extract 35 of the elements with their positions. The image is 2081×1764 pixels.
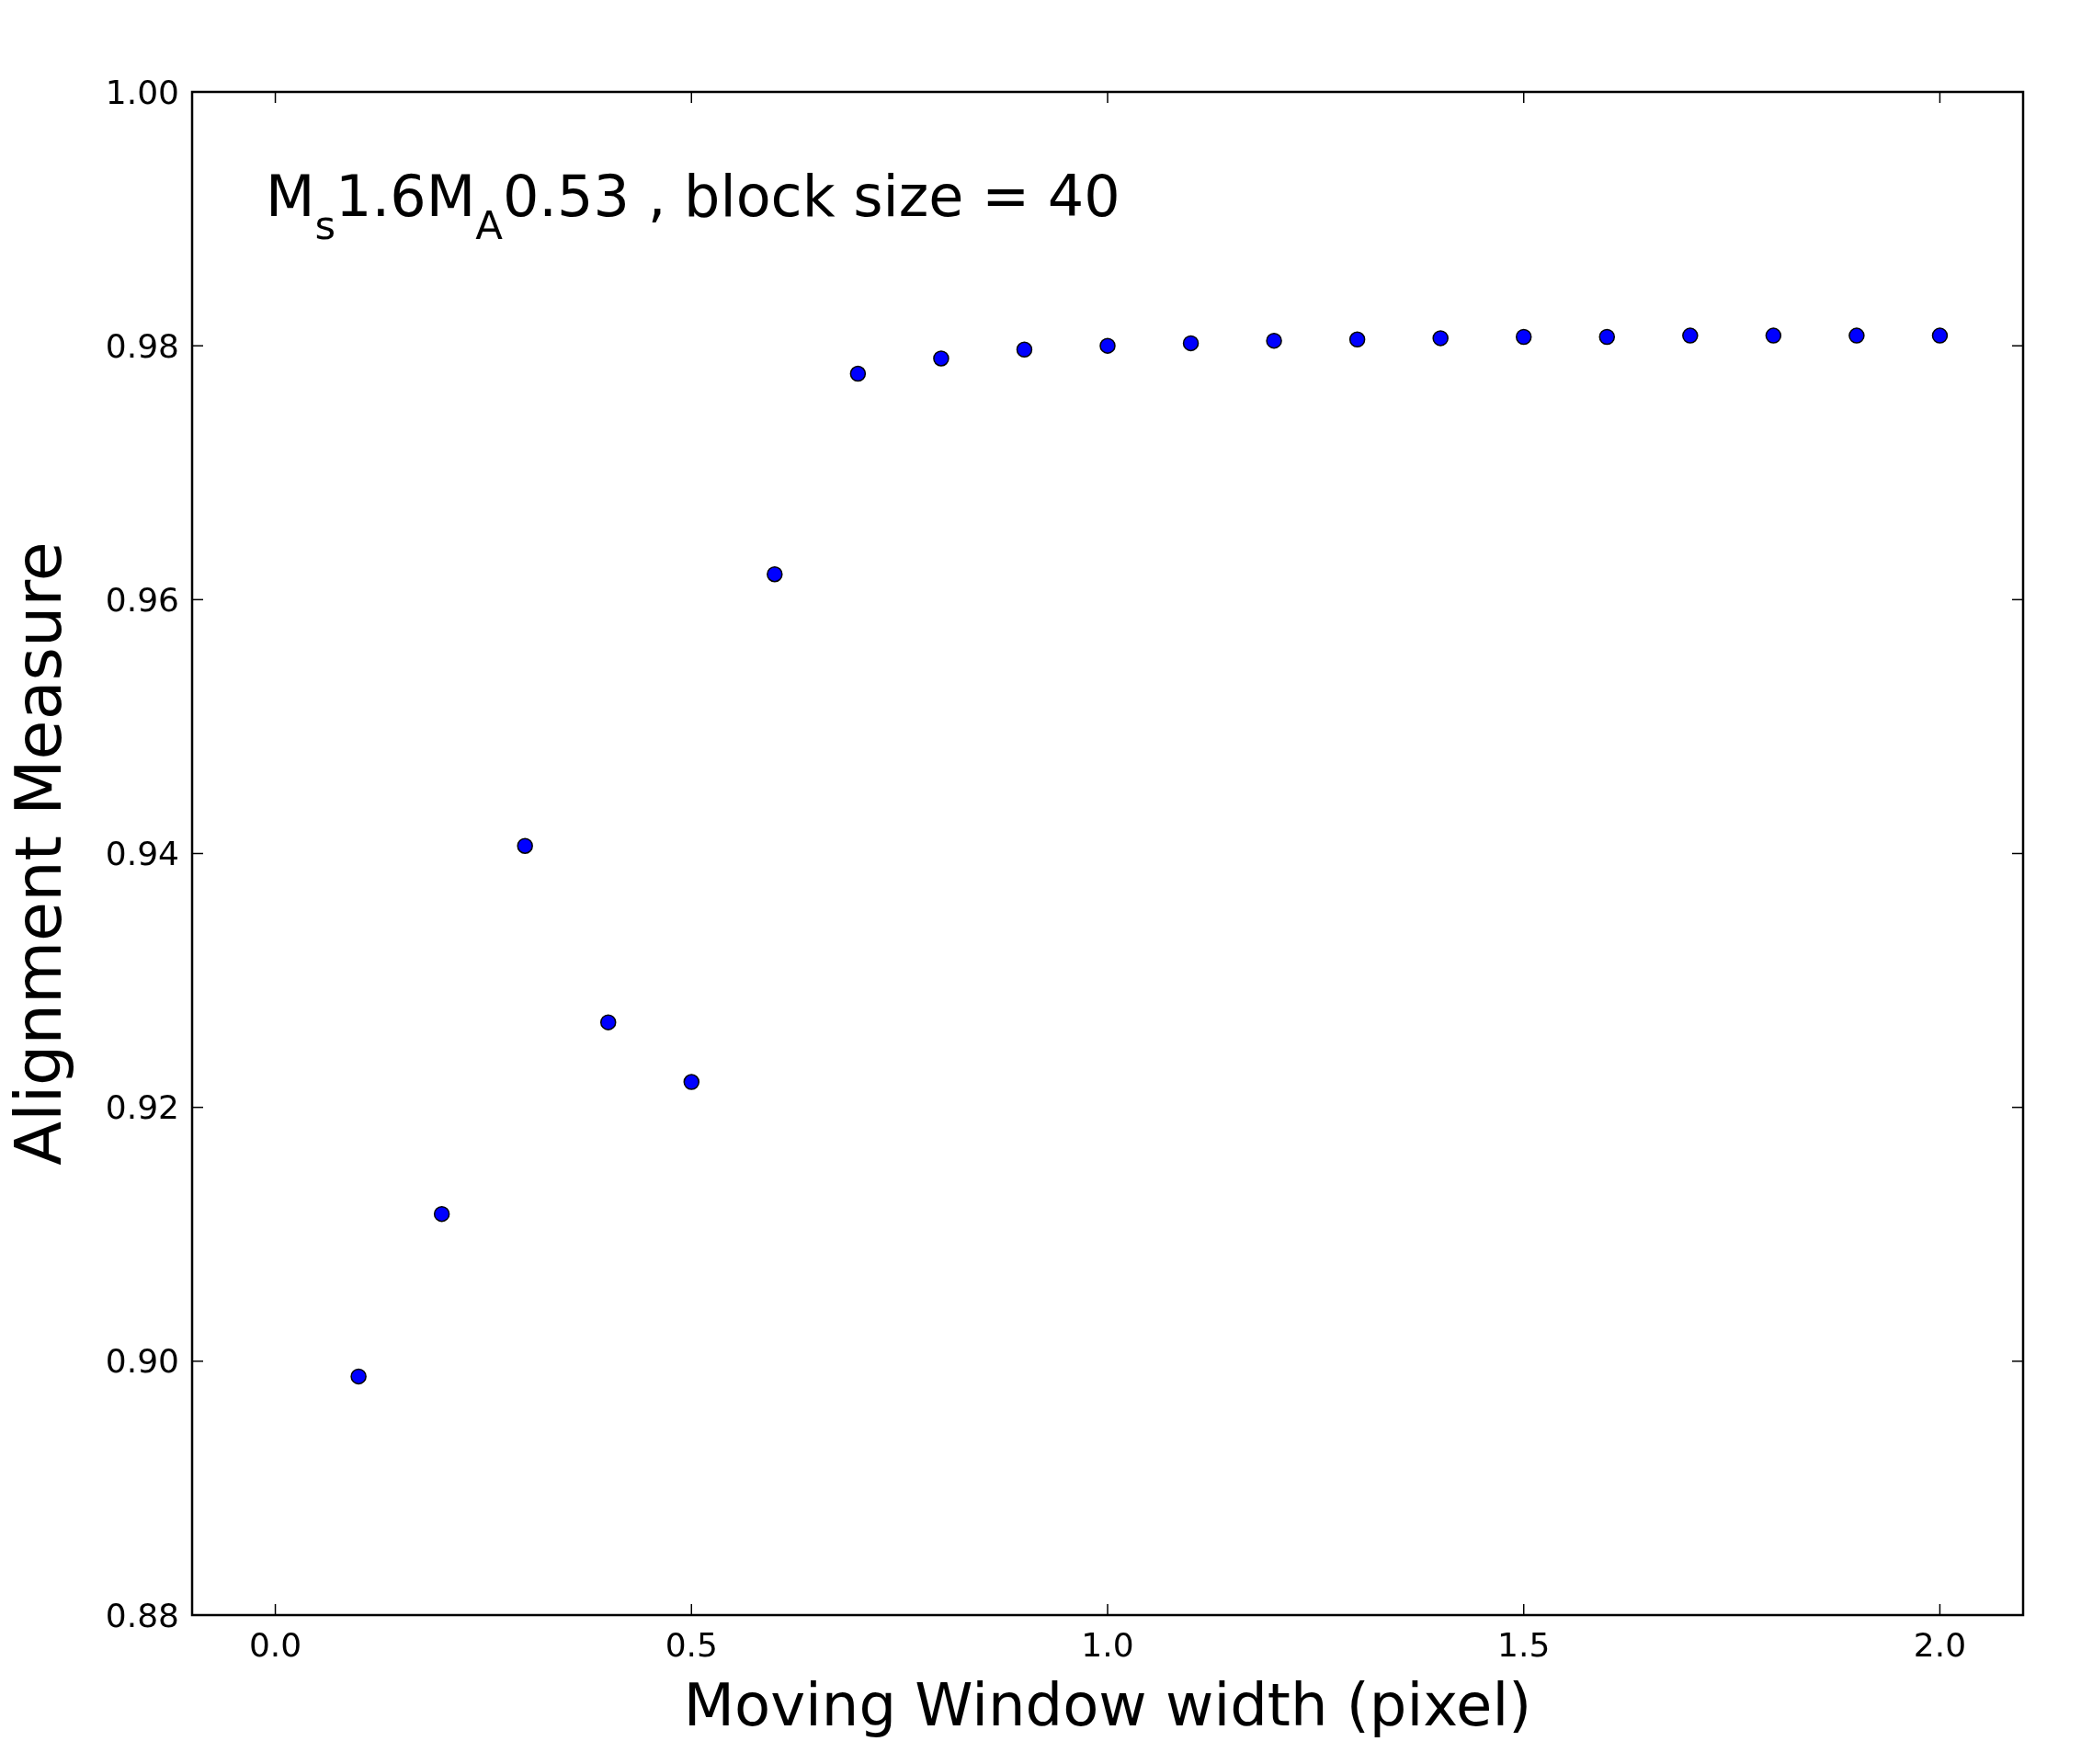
point — [683, 1074, 700, 1090]
point — [1348, 331, 1366, 348]
y-tick-label: 0.90 — [105, 1342, 179, 1381]
y-axis-title: Alignment Measure — [1, 541, 76, 1166]
annotation: M$_{s}$1.6M$_{A}$0.53 , block size = 40 — [266, 163, 1120, 248]
y-tick-label: 1.00 — [105, 73, 179, 111]
y-tick-label: 0.88 — [105, 1596, 179, 1634]
x-tick-label: 1.5 — [1497, 1626, 1551, 1664]
point — [1765, 327, 1782, 344]
y-tick-label: 0.94 — [105, 835, 179, 873]
x-tick-label: 0.5 — [665, 1626, 718, 1664]
point — [933, 350, 950, 367]
x-tick-label: 2.0 — [1913, 1626, 1967, 1664]
point — [433, 1205, 450, 1223]
point — [1848, 327, 1865, 344]
y-tick-label: 0.92 — [105, 1088, 179, 1127]
point — [1598, 328, 1616, 346]
y-tick-label: 0.96 — [105, 580, 179, 619]
x-axis-title: Moving Window width (pixel) — [683, 1671, 1532, 1739]
x-tick-label: 1.0 — [1081, 1626, 1134, 1664]
point — [1682, 327, 1699, 344]
point — [1016, 341, 1033, 358]
point — [1266, 332, 1282, 349]
point — [1515, 328, 1532, 346]
point — [1099, 337, 1116, 354]
point — [1432, 330, 1449, 347]
point — [517, 837, 533, 854]
x-tick-label: 0.0 — [248, 1626, 302, 1664]
point — [350, 1368, 367, 1385]
point — [1182, 335, 1200, 352]
point — [599, 1014, 617, 1030]
point — [1931, 327, 1949, 344]
point — [767, 565, 783, 583]
y-tick-label: 0.98 — [105, 326, 179, 365]
point — [849, 365, 867, 382]
